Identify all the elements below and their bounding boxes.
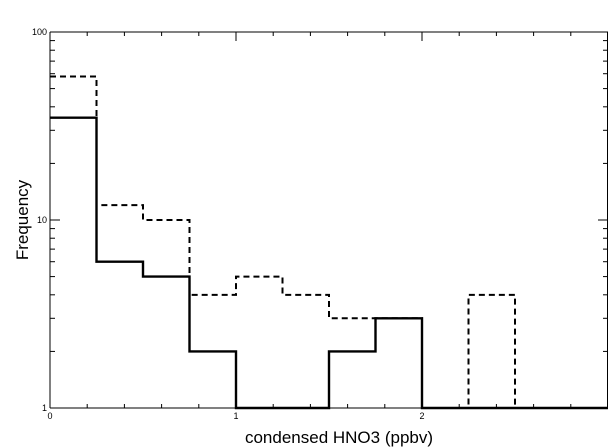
x-tick-label: 1 (233, 411, 238, 421)
y-tick-label: 1 (42, 403, 47, 413)
dashed-histogram-series (50, 75, 608, 409)
y-tick-label: 100 (32, 27, 47, 37)
y-tick-label: 10 (37, 215, 47, 225)
x-tick-label: 2 (419, 411, 424, 421)
solid-histogram-series (50, 116, 608, 410)
x-axis-title: condensed HNO3 (ppbv) (245, 428, 433, 447)
axis-ticks (49, 31, 608, 409)
series-layer (50, 75, 608, 410)
y-axis-title: Frequency (13, 179, 32, 260)
x-tick-label: 0 (47, 411, 52, 421)
